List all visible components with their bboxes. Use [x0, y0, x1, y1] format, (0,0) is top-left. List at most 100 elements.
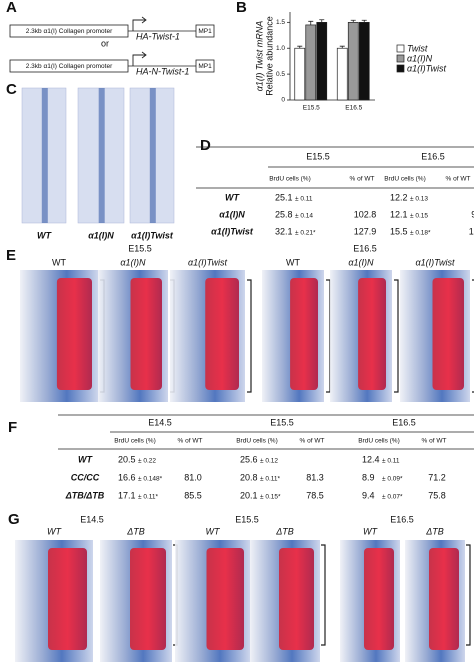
cell-mean: 12.2 [390, 192, 408, 202]
y-axis-label: α1(I) Twist mRNA [254, 21, 264, 91]
bracket [321, 544, 326, 646]
brdu-stain [290, 278, 318, 390]
y-tick-label: 0.5 [276, 71, 285, 78]
column-header: BrdU cells (%) [236, 438, 278, 445]
cell-mean: 15.5 [390, 226, 408, 236]
cell-pct: 102.8 [354, 209, 377, 219]
row-label: CC/CC [71, 472, 100, 482]
tss-arrow [132, 16, 147, 31]
y-tick-label: 0 [281, 97, 285, 104]
panel-letter: A [6, 0, 17, 16]
cell-mean: 8.9 [362, 472, 375, 482]
cell-mean: 25.6 [240, 454, 258, 464]
bar [347, 22, 359, 101]
image-label: ΔTB [275, 526, 294, 536]
row-label: ΔTB/ΔTB [65, 490, 105, 500]
cell-sem: ± 0.11* [138, 494, 159, 501]
cell-sem: ± 0.18* [410, 230, 431, 237]
panel-letter: F [8, 419, 17, 436]
brdu-stain [206, 548, 244, 650]
brdu-stain [130, 548, 166, 650]
cell-mean: 20.1 [240, 490, 258, 500]
y-tick-label: 1.0 [276, 45, 285, 52]
polya-label: MP1 [198, 63, 212, 70]
error-bar [319, 19, 325, 23]
panel-letter: E [6, 247, 16, 264]
cell-sem: ± 0.11 [295, 196, 313, 203]
gene-label: HA-Twist-1 [136, 31, 180, 41]
separator: or [101, 38, 109, 48]
cell-mean: 16.6 [118, 472, 136, 482]
cell-pct: 81.0 [184, 472, 202, 482]
image-label: α1(I)N [120, 257, 146, 267]
legend-label: α1(I)N [407, 53, 433, 63]
cell-pct: 75.8 [428, 490, 446, 500]
error-bar [297, 45, 303, 49]
stage-header: E16.5 [392, 417, 416, 427]
x-tick-label: E16.5 [345, 105, 362, 112]
legend-swatch [396, 44, 405, 53]
brdu-stain [358, 278, 386, 390]
panel-letter: D [200, 137, 211, 154]
image-label: α1(I)N [88, 230, 114, 240]
image-label: α1(I)Twist [416, 257, 455, 267]
stage-label: E15.5 [235, 514, 259, 524]
row-label: WT [78, 454, 93, 464]
column-header: % of WT [300, 438, 325, 445]
panel-letter: G [8, 511, 20, 528]
tss-arrow [132, 51, 147, 66]
stage-label: E16.5 [390, 514, 414, 524]
image-label: ΔTB [126, 526, 145, 536]
bar [294, 47, 306, 101]
brdu-stain [279, 548, 314, 650]
cell-sem: ± 0.11* [260, 476, 281, 483]
cell-sem: ± 0.11 [382, 458, 400, 465]
stage-header: E15.5 [270, 417, 294, 427]
row-label: WT [225, 192, 240, 202]
cell-sem: ± 0.07* [382, 494, 403, 501]
image-label: WT [37, 230, 52, 240]
legend-label: α1(I)Twist [407, 63, 446, 73]
legend-swatch [396, 64, 405, 73]
stage-header: E16.5 [421, 151, 445, 161]
brdu-stain [56, 278, 92, 390]
tissue-band [149, 88, 156, 223]
gene-label: HA-N-Twist-1 [136, 66, 189, 76]
cell-pct: 85.5 [184, 490, 202, 500]
error-bar [361, 19, 367, 23]
stage-label: E14.5 [80, 514, 104, 524]
cell-sem: ± 0.21* [295, 230, 316, 237]
image-label: WT [286, 257, 300, 267]
x-tick-label: E15.5 [303, 105, 320, 112]
cell-sem: ± 0.09* [382, 476, 403, 483]
bracket [247, 279, 252, 393]
column-header: BrdU cells (%) [114, 438, 156, 445]
image-label: α1(I)Twist [131, 230, 174, 240]
cell-sem: ± 0.15* [260, 494, 281, 501]
brdu-stain [205, 278, 239, 390]
bar [336, 47, 348, 101]
legend-swatch [396, 54, 405, 63]
column-header: % of WT [350, 176, 375, 183]
panel-letter: B [236, 0, 247, 16]
stage-label: E16.5 [353, 243, 377, 253]
panel-letter: C [6, 81, 17, 98]
polya-box [195, 59, 215, 73]
cell-sem: ± 0.13 [410, 196, 428, 203]
image-label: WT [47, 526, 62, 536]
cell-pct: 71.2 [428, 472, 446, 482]
error-bar [308, 20, 314, 25]
cell-pct: 127.1 [469, 226, 474, 236]
promoter-box [9, 24, 129, 38]
polya-label: MP1 [198, 28, 212, 35]
promoter-box [9, 59, 129, 73]
cell-mean: 25.1 [275, 192, 293, 202]
cell-mean: 17.1 [118, 490, 136, 500]
cell-pct: 127.9 [354, 226, 377, 236]
cell-pct: 81.3 [306, 472, 324, 482]
cell-mean: 25.8 [275, 209, 293, 219]
tissue-band [41, 88, 48, 223]
stage-header: E15.5 [306, 151, 330, 161]
image-label: WT [206, 526, 221, 536]
